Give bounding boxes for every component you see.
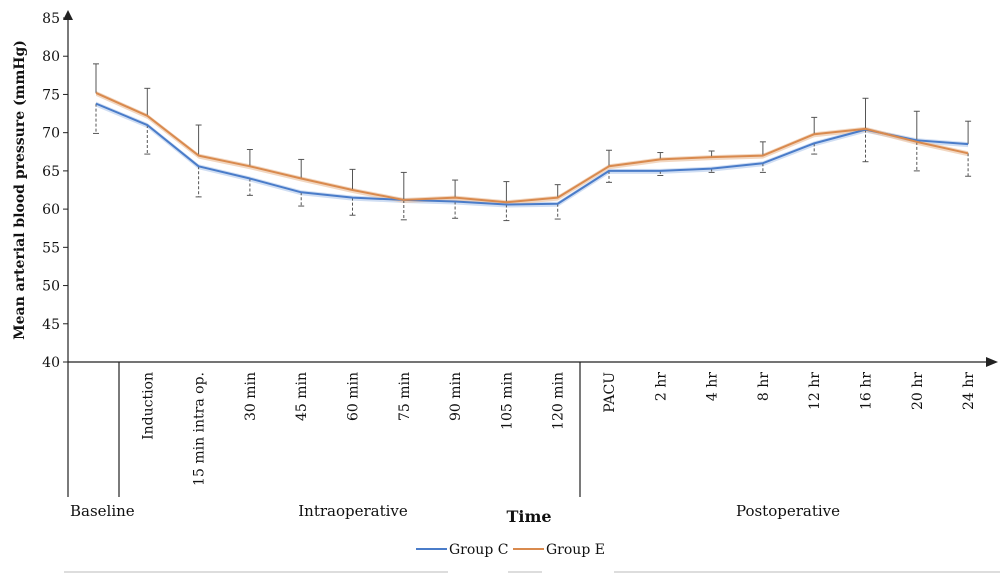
x-tick-label: 16 hr [859,372,875,410]
x-tick-label: PACU [602,372,618,413]
x-tick-label: 12 hr [807,372,823,410]
series-lines [95,92,969,206]
y-tick-label: 70 [42,126,60,142]
y-tick-label: 55 [42,240,60,256]
x-tick-label: 15 min intra op. [192,372,208,486]
y-tick-label: 50 [42,279,60,295]
x-tick-label: 90 min [448,372,464,421]
y-axis: 40 45 50 55 60 65 70 75 80 85 [42,10,73,497]
y-tick-label: 45 [42,317,60,333]
y-tick-label: 80 [42,49,60,65]
series-bands [96,90,969,208]
y-tick-label: 75 [42,87,60,103]
x-tick-label: 8 hr [756,372,772,401]
y-tick-label: 60 [42,202,60,218]
x-tick-label: 2 hr [653,372,669,401]
x-tick-label: 120 min [551,372,567,430]
series-line [95,102,969,206]
phase-label: Baseline [70,502,135,520]
phase-label: Postoperative [736,502,840,520]
axis-labels: Mean arterial blood pressure (mmHg) Time [12,40,552,526]
phase-label: Intraoperative [298,502,408,520]
x-tick-label: 105 min [499,372,515,430]
x-tick-label: 24 hr [961,372,977,410]
phase-labels: Baseline Intraoperative Postoperative [70,502,840,520]
series-band [96,90,969,206]
x-tick-label: 20 hr [910,372,926,410]
y-axis-title: Mean arterial blood pressure (mmHg) [12,40,28,340]
series-line [95,92,969,204]
x-tick-label: 45 min [294,372,310,421]
y-tick-label: 85 [42,11,60,27]
x-tick-label: 4 hr [705,372,721,401]
legend-label: Group E [546,542,605,558]
y-tick-label: 40 [42,355,60,371]
x-tick-label: 60 min [346,372,362,421]
x-tick-label: 30 min [243,372,259,421]
x-axis-title: Time [506,507,551,526]
x-axis: Induction 15 min intra op. 30 min 45 min 60 … [68,357,998,497]
legend: Group C Group E [64,542,1000,573]
error-bars [93,63,972,222]
x-axis-arrow [986,357,998,367]
legend-label: Group C [449,542,508,558]
series-band [96,101,969,208]
y-tick-label: 65 [42,164,60,180]
x-tick-label: Induction [140,372,156,440]
x-tick-label: 75 min [397,372,413,421]
